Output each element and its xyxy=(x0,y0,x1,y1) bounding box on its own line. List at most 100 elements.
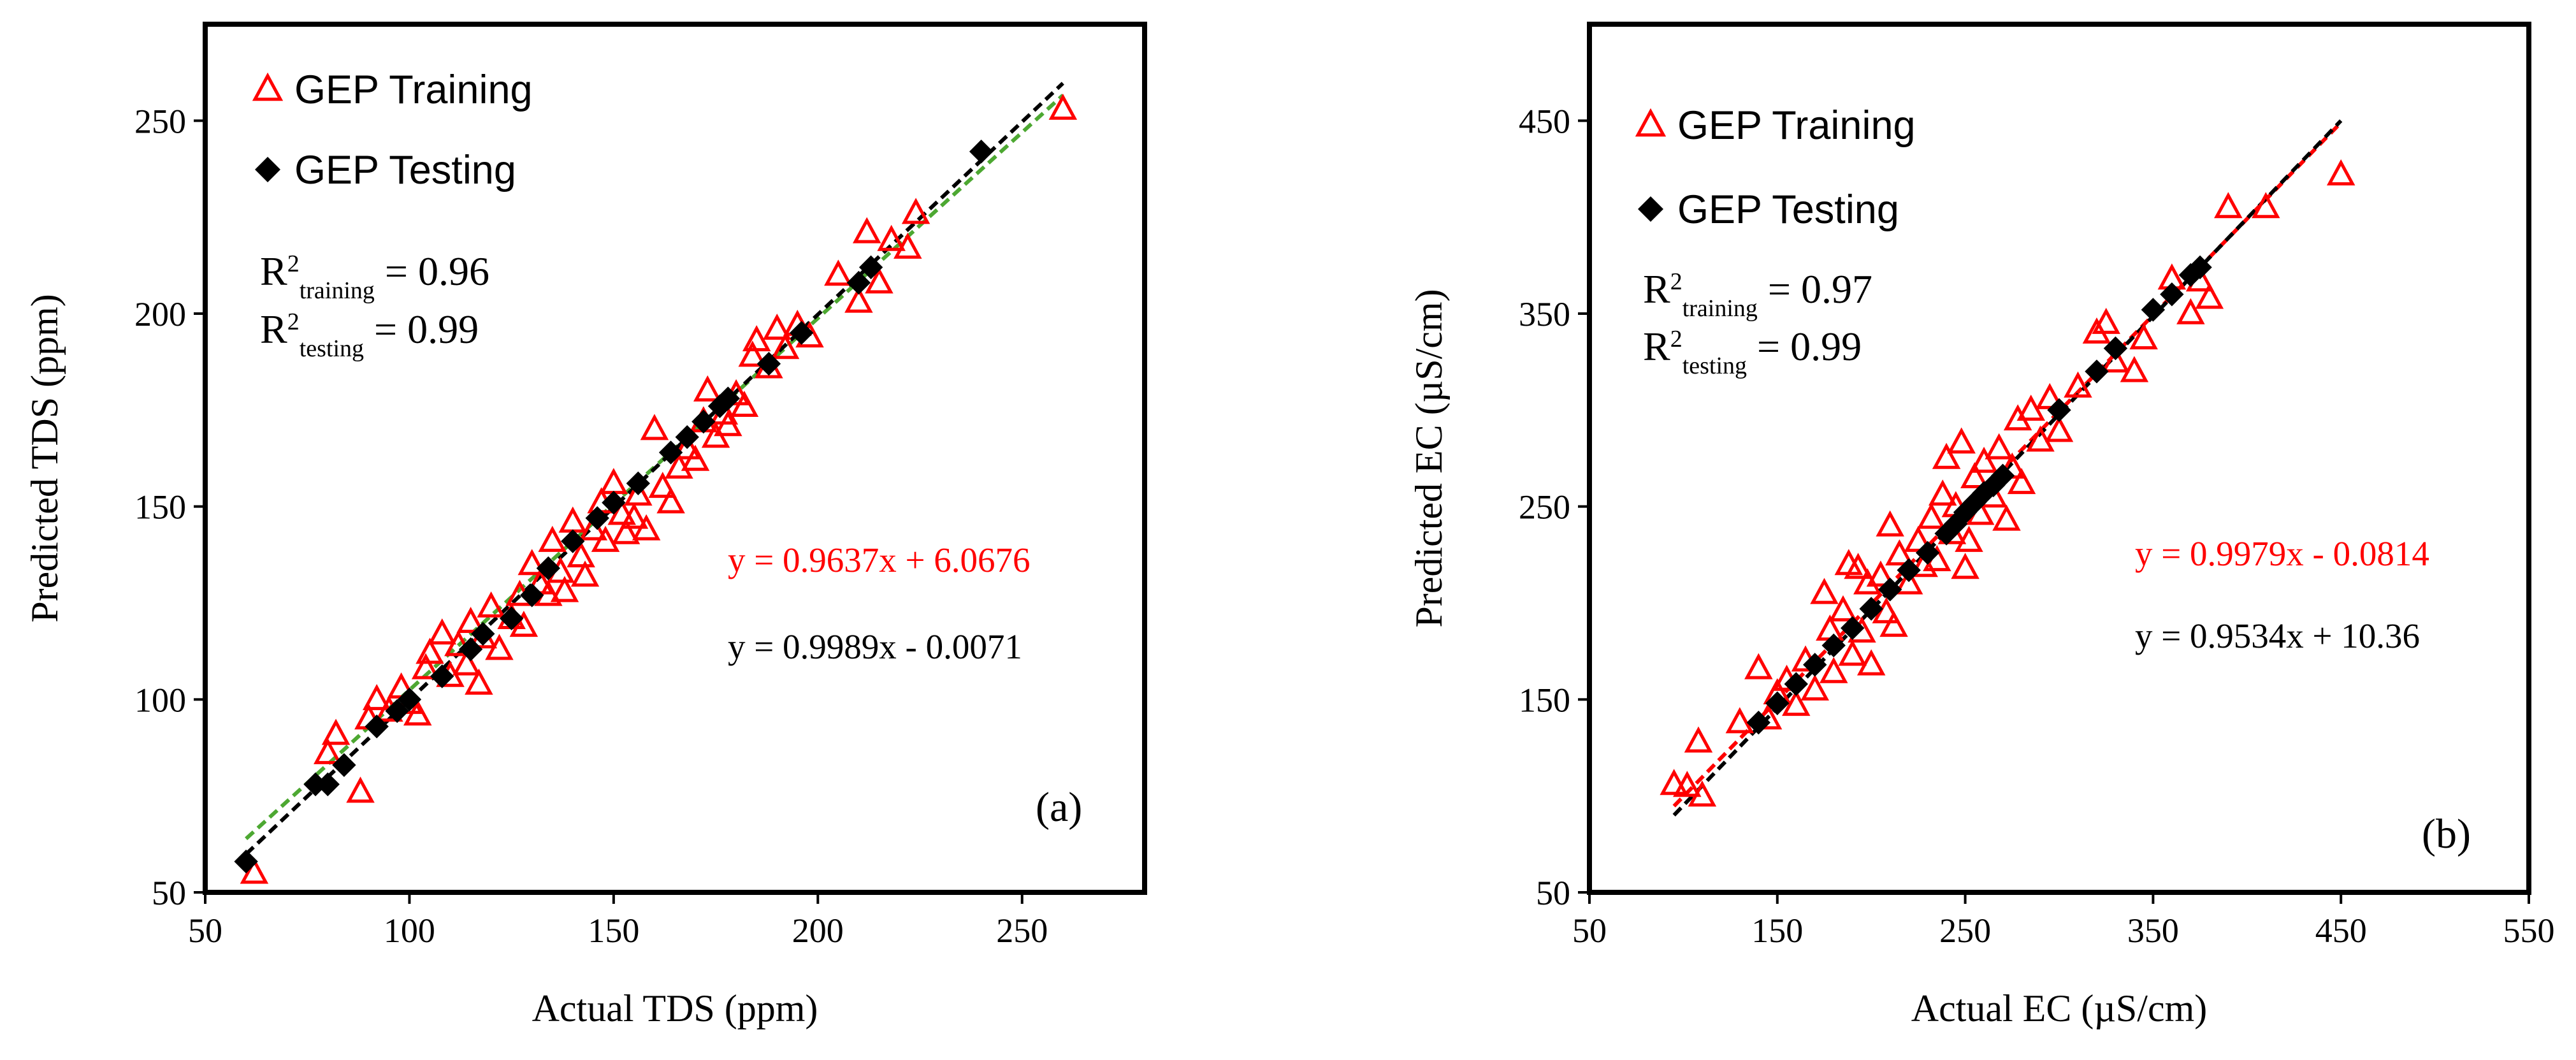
training-point xyxy=(877,224,906,251)
training-point xyxy=(1969,446,1999,473)
legend-diamond-marker xyxy=(255,157,280,182)
testing-point xyxy=(1746,710,1771,735)
panel-a-x-axis-title: Actual TDS (ppm) xyxy=(532,987,818,1029)
panel-b-legend-testing-label: GEP Testing xyxy=(1677,187,1899,232)
training-point xyxy=(1856,649,1886,676)
training-point xyxy=(485,634,514,660)
y-tick-label: 350 xyxy=(1519,295,1570,333)
legend-diamond-marker xyxy=(1638,196,1663,222)
testing-point xyxy=(1821,633,1846,658)
testing-point xyxy=(1859,597,1883,621)
panel-b-x-tick-labels: 50 150 250 350 450 550 xyxy=(1572,911,2555,950)
training-point xyxy=(1947,427,1976,454)
training-point xyxy=(1853,568,1882,595)
panel-a-label: (a) xyxy=(1036,784,1082,831)
training-point xyxy=(456,607,485,634)
training-point xyxy=(1885,539,1914,566)
panel-b-y-tick-labels: 50 150 250 350 450 xyxy=(1519,102,1570,912)
training-point xyxy=(2214,192,2243,219)
legend-triangle-icon xyxy=(252,72,284,101)
training-point xyxy=(321,718,351,745)
training-point xyxy=(865,267,894,294)
y-tick-label: 50 xyxy=(152,874,186,912)
training-point xyxy=(771,333,800,359)
training-point xyxy=(2252,192,2280,219)
testing-point xyxy=(675,425,699,449)
training-point xyxy=(656,487,685,514)
x-tick-label: 250 xyxy=(996,911,1048,950)
testing-point xyxy=(658,440,683,465)
y-tick-label: 250 xyxy=(134,102,186,140)
testing-point xyxy=(2085,359,2109,384)
testing-point xyxy=(315,772,340,797)
x-tick-label: 100 xyxy=(384,911,435,950)
training-point xyxy=(2101,346,2130,373)
panel-a-legend: GEP Training GEP Testing xyxy=(252,68,533,192)
training-point xyxy=(632,514,661,541)
y-tick-label: 150 xyxy=(1519,681,1570,719)
training-point xyxy=(852,217,881,243)
panel-a-equation-testing: y = 0.9989x - 0.0071 xyxy=(728,627,1022,666)
training-point xyxy=(1782,690,1811,716)
training-point xyxy=(240,857,269,884)
legend-triangle-icon xyxy=(1635,108,1667,137)
training-point xyxy=(314,737,342,764)
y-tick-label: 200 xyxy=(134,295,186,333)
x-tick-label: 250 xyxy=(1939,911,1991,950)
training-point xyxy=(346,776,375,803)
training-point xyxy=(1844,553,1872,579)
training-point xyxy=(2092,307,2120,334)
testing-point xyxy=(846,270,871,295)
panel-b-training-points xyxy=(1660,159,2355,807)
panel-a-r2-testing: R2testing = 0.99 xyxy=(260,307,479,362)
testing-point xyxy=(430,664,454,688)
testing-point xyxy=(691,409,716,434)
testing-fit-line xyxy=(245,82,1064,856)
training-point xyxy=(550,576,579,602)
testing-point xyxy=(2141,298,2166,322)
training-point xyxy=(1819,657,1848,683)
testing-point xyxy=(365,714,389,739)
training-point xyxy=(1048,93,1078,120)
testing-point xyxy=(1841,616,1865,641)
training-point xyxy=(624,479,653,506)
training-point xyxy=(640,414,669,440)
testing-point xyxy=(1765,691,1790,716)
panel-b-equation-testing: y = 0.9534x + 10.36 xyxy=(2135,616,2420,655)
training-point xyxy=(2176,298,2205,324)
testing-point xyxy=(1990,463,2015,488)
training-point xyxy=(607,498,636,525)
panel-b-plot-frame xyxy=(1587,22,2531,895)
training-point xyxy=(1985,433,2013,460)
testing-point xyxy=(602,490,626,515)
panel-b-y-axis-title: Predicted EC (µS/cm) xyxy=(1408,289,1450,627)
training-point xyxy=(428,618,456,645)
training-point xyxy=(1951,553,1979,579)
training-point xyxy=(1673,771,1702,797)
panel-a-testing-points xyxy=(234,140,994,874)
panel-b-r2-training: R2training = 0.97 xyxy=(1643,266,1872,322)
training-point xyxy=(611,518,640,544)
y-tick-label: 100 xyxy=(134,681,186,719)
training-point xyxy=(1876,510,1904,537)
legend-triangle-marker xyxy=(252,72,284,101)
legend-triangle-marker xyxy=(1635,108,1667,137)
training-point xyxy=(1894,568,1923,595)
training-point xyxy=(1838,639,1867,666)
training-point xyxy=(1866,560,1895,587)
training-point xyxy=(714,410,742,437)
panel-b-x-axis-title: Actual EC (µS/cm) xyxy=(1911,987,2207,1029)
testing-point xyxy=(519,583,544,607)
panel-b-tick-marks xyxy=(1578,119,2530,904)
panel-a-chart: 50 100 150 200 250 50 100 150 200 250 GEP Traini… xyxy=(24,22,1147,1029)
training-point xyxy=(1688,780,1717,807)
training-point xyxy=(411,653,440,679)
training-point xyxy=(1828,595,1858,621)
training-point xyxy=(570,560,600,587)
training-point xyxy=(1917,502,1946,529)
panel-a-y-tick-labels: 50 100 150 200 250 xyxy=(134,102,186,912)
training-point xyxy=(477,591,505,618)
testing-point xyxy=(626,471,651,496)
panel-a-tick-marks xyxy=(194,119,1024,904)
panel-a-r2-training: R2training = 0.96 xyxy=(260,249,489,304)
